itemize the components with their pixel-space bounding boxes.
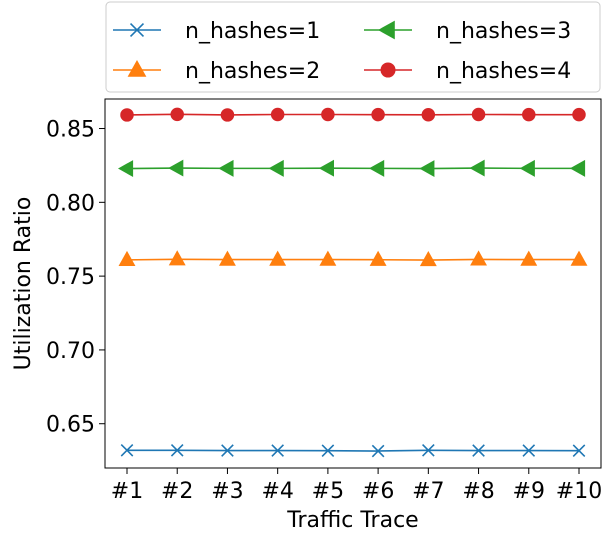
series-layer [119,108,587,457]
data-point [121,109,133,121]
data-point [169,160,183,175]
y-tick-label: 0.65 [46,413,95,438]
series-line [127,114,579,115]
data-point [170,251,185,265]
data-point [521,252,536,266]
axes: 0.65 0.70 0.75 0.80 0.85 #1 #2 #3 #4 #5 #6 #7 #8 #9 #1… [46,99,602,504]
y-axis-label: Utilization Ratio [11,197,36,371]
y-tick-label: 0.85 [46,118,95,143]
legend: n_hashes=1 n_hashes=2 n_hashes=3 n_hashes=4 [106,2,600,92]
data-point [320,252,335,266]
x-tick-label: #9 [513,479,545,504]
data-point [320,161,334,176]
data-point [270,252,285,266]
x-tick-label: #10 [556,479,602,504]
legend-marker [381,63,395,77]
legend-label: n_hashes=4 [436,59,571,84]
y-tick-label: 0.80 [46,191,95,216]
series-n_hashes=1 [121,445,585,457]
data-point [370,161,384,176]
series-n_hashes=4 [121,108,585,121]
data-point [421,252,436,266]
series-line [127,259,579,260]
x-tick-label: #8 [462,479,494,504]
data-point [471,251,486,265]
data-point [119,161,133,176]
x-axis-label: Traffic Trace [286,508,418,533]
data-point [270,161,284,176]
data-point [271,108,283,120]
series-line [127,450,579,451]
data-point [171,108,183,120]
data-point [221,109,233,121]
data-point [420,161,434,176]
x-tick-label: #7 [412,479,444,504]
data-point [472,108,484,120]
data-point [571,161,585,176]
data-point [220,252,235,266]
legend-label: n_hashes=2 [185,59,320,84]
data-point [471,160,485,175]
data-point [571,252,586,266]
data-point [371,252,386,266]
x-tick-label: #3 [211,479,243,504]
series-n_hashes=2 [119,251,586,265]
legend-label: n_hashes=1 [185,19,320,44]
y-tick-label: 0.75 [46,265,95,290]
data-point [573,108,585,120]
data-point [322,108,334,120]
series-n_hashes=3 [119,160,585,176]
y-tick-label: 0.70 [46,339,95,364]
x-tick-label: #6 [362,479,394,504]
data-point [219,161,233,176]
x-tick-label: #1 [111,479,143,504]
data-point [372,108,384,120]
x-tick-label: #4 [261,479,293,504]
x-tick-label: #2 [161,479,193,504]
x-tick-label: #5 [312,479,344,504]
data-point [119,252,134,266]
plot-frame [105,99,601,468]
data-point [521,161,535,176]
data-point [523,108,535,120]
data-point [422,109,434,121]
legend-label: n_hashes=3 [436,19,571,44]
